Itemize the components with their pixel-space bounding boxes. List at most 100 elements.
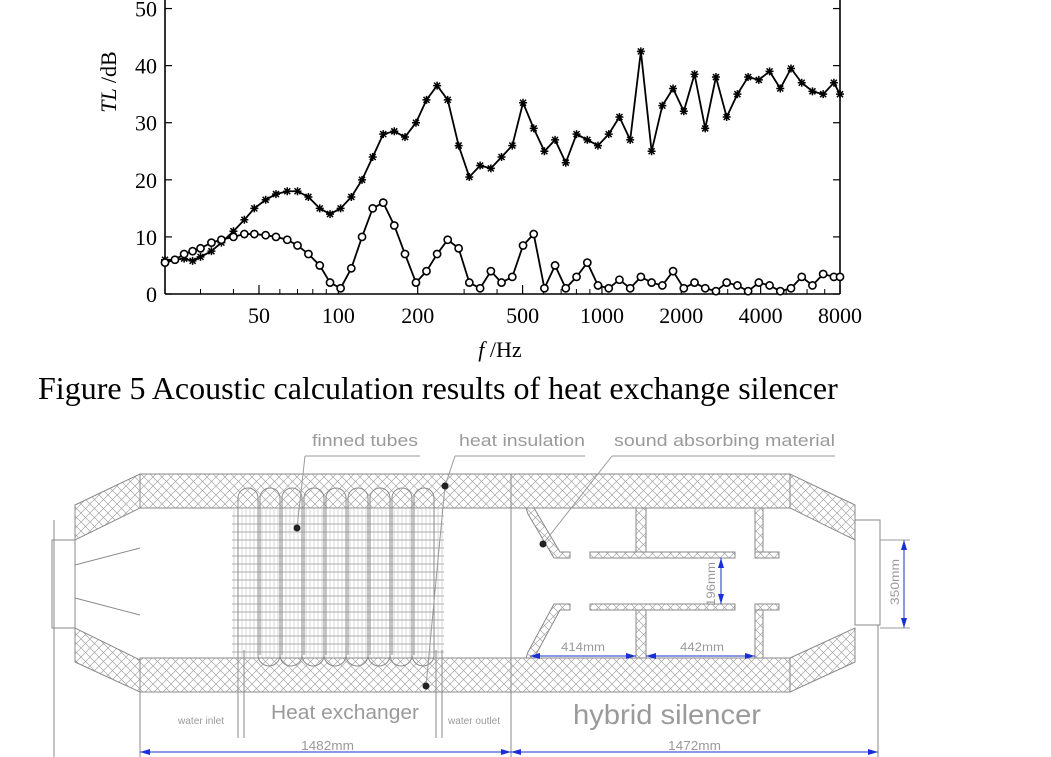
data-point bbox=[283, 187, 292, 196]
data-point bbox=[433, 81, 442, 90]
series-line bbox=[164, 201, 840, 293]
data-point bbox=[658, 101, 667, 110]
data-point bbox=[358, 175, 367, 184]
tube-loop bbox=[391, 487, 413, 655]
data-point bbox=[400, 249, 410, 259]
tube-bend bbox=[257, 654, 281, 667]
insulation-marker-bottom bbox=[422, 682, 430, 690]
x-axis-label: f /Hz bbox=[478, 337, 522, 362]
tube-loop bbox=[259, 487, 281, 655]
data-point bbox=[701, 124, 710, 133]
label-finned-tubes: finned tubes bbox=[312, 431, 418, 450]
data-point bbox=[207, 238, 216, 248]
tube-bend bbox=[279, 654, 303, 667]
tube-loop bbox=[281, 487, 303, 655]
data-point bbox=[422, 95, 431, 104]
data-point bbox=[561, 283, 571, 293]
x-tick-label: 2000 bbox=[659, 303, 703, 328]
data-point bbox=[346, 263, 356, 273]
data-point bbox=[188, 256, 197, 265]
data-point bbox=[819, 90, 828, 99]
data-point bbox=[497, 278, 506, 287]
insulation-marker bbox=[441, 482, 449, 490]
data-point bbox=[315, 261, 325, 270]
data-point bbox=[668, 266, 678, 276]
data-point bbox=[797, 78, 806, 87]
data-point bbox=[765, 281, 774, 290]
data-point bbox=[786, 283, 796, 293]
inlet-pipe bbox=[51, 539, 76, 629]
data-point bbox=[540, 147, 549, 156]
data-point bbox=[188, 246, 198, 256]
data-point bbox=[454, 141, 463, 150]
tube-bend bbox=[301, 654, 325, 667]
data-point bbox=[669, 84, 678, 93]
data-point bbox=[196, 252, 205, 261]
data-point bbox=[808, 281, 817, 290]
data-point bbox=[679, 283, 689, 293]
data-point bbox=[572, 272, 581, 282]
data-point bbox=[240, 215, 249, 224]
data-point bbox=[271, 232, 281, 242]
tube-loop bbox=[325, 487, 347, 655]
data-point bbox=[604, 130, 613, 139]
data-point bbox=[722, 278, 732, 287]
chart-series bbox=[160, 47, 845, 296]
data-point bbox=[647, 147, 656, 156]
data-point bbox=[754, 75, 763, 84]
y-tick-label: 10 bbox=[135, 225, 157, 250]
data-point bbox=[835, 272, 845, 282]
figure-caption: Figure 5 Acoustic calculation results of… bbox=[38, 370, 838, 406]
outlet-pipe bbox=[854, 519, 881, 626]
data-point bbox=[529, 124, 538, 133]
top-insulation-layer bbox=[139, 473, 791, 509]
data-point bbox=[293, 241, 302, 250]
data-point bbox=[519, 98, 528, 107]
data-point bbox=[593, 281, 603, 290]
data-point bbox=[700, 283, 710, 293]
dimension-442: 442mm bbox=[680, 640, 724, 654]
data-point bbox=[561, 158, 570, 167]
data-point bbox=[604, 283, 614, 293]
x-tick-label: 1000 bbox=[580, 303, 624, 328]
data-point bbox=[315, 204, 324, 213]
chart-axes bbox=[164, 0, 841, 295]
silencer-diagram: finned tubes heat insulation sound absor… bbox=[51, 431, 910, 757]
data-point bbox=[325, 278, 335, 287]
data-point bbox=[765, 67, 774, 76]
data-point bbox=[378, 198, 388, 208]
data-point bbox=[551, 135, 560, 144]
data-point bbox=[733, 281, 742, 290]
label-water-outlet: water outlet bbox=[447, 716, 500, 727]
y-tick-label: 50 bbox=[135, 0, 157, 22]
data-point bbox=[216, 235, 226, 245]
data-point bbox=[347, 192, 356, 201]
data-point bbox=[368, 152, 377, 161]
bottom-insulation-layer bbox=[139, 657, 791, 693]
data-point bbox=[836, 90, 844, 99]
finned-tube-bundle bbox=[232, 487, 444, 738]
data-point bbox=[304, 192, 313, 201]
data-point bbox=[390, 127, 399, 136]
data-point bbox=[518, 241, 528, 250]
data-point bbox=[454, 243, 464, 253]
data-point bbox=[636, 47, 645, 56]
data-point bbox=[787, 64, 796, 73]
data-point bbox=[432, 249, 442, 259]
series-circle bbox=[160, 198, 845, 296]
tube-loop bbox=[237, 487, 259, 655]
silencer-internals bbox=[525, 507, 780, 659]
data-point bbox=[229, 232, 238, 242]
data-point bbox=[293, 187, 302, 196]
dimension-exchanger-length: 1482mm bbox=[301, 738, 354, 753]
data-point bbox=[357, 232, 367, 242]
data-point bbox=[615, 275, 624, 285]
tube-loop bbox=[303, 487, 325, 655]
tl-chart: 0 10 20 30 40 50 50 100 200 500 1000 2000 4000 8000 f … bbox=[96, 0, 862, 362]
data-point bbox=[582, 258, 592, 267]
data-point bbox=[711, 73, 720, 82]
tube-bend bbox=[411, 654, 435, 667]
data-point bbox=[486, 164, 495, 173]
data-point bbox=[690, 278, 699, 287]
data-point bbox=[583, 135, 592, 144]
